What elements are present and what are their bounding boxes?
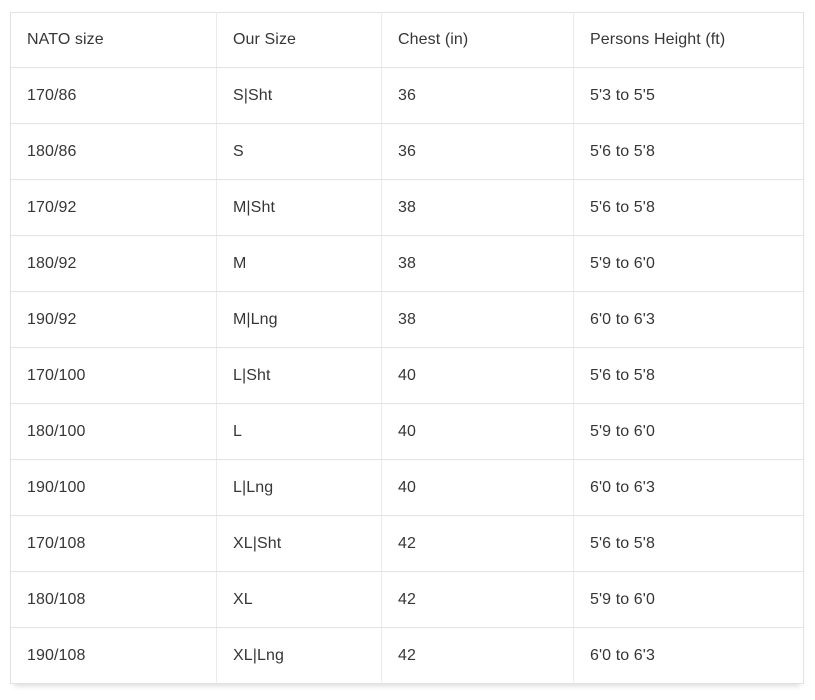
cell-nato-size: 170/108 xyxy=(10,515,217,572)
table-row: 170/108 XL|Sht 42 5'6 to 5'8 xyxy=(10,515,804,572)
table-row: 170/100 L|Sht 40 5'6 to 5'8 xyxy=(10,347,804,404)
cell-chest: 42 xyxy=(381,515,574,572)
table-row: 180/108 XL 42 5'9 to 6'0 xyxy=(10,571,804,628)
cell-our-size: L xyxy=(216,403,382,460)
cell-persons-height: 6'0 to 6'3 xyxy=(573,291,804,348)
cell-our-size: M|Sht xyxy=(216,179,382,236)
cell-persons-height: 5'9 to 6'0 xyxy=(573,403,804,460)
cell-chest: 42 xyxy=(381,571,574,628)
cell-persons-height: 5'3 to 5'5 xyxy=(573,67,804,124)
cell-chest: 38 xyxy=(381,179,574,236)
cell-our-size: XL|Lng xyxy=(216,627,382,684)
cell-persons-height: 6'0 to 6'3 xyxy=(573,627,804,684)
cell-nato-size: 180/100 xyxy=(10,403,217,460)
cell-chest: 40 xyxy=(381,403,574,460)
table-row: 190/100 L|Lng 40 6'0 to 6'3 xyxy=(10,459,804,516)
table-body: 170/86 S|Sht 36 5'3 to 5'5 180/86 S 36 5… xyxy=(10,67,804,684)
cell-nato-size: 180/92 xyxy=(10,235,217,292)
header-cell-persons-height: Persons Height (ft) xyxy=(573,12,804,68)
table-row: 170/92 M|Sht 38 5'6 to 5'8 xyxy=(10,179,804,236)
cell-persons-height: 6'0 to 6'3 xyxy=(573,459,804,516)
cell-chest: 40 xyxy=(381,459,574,516)
table-row: 170/86 S|Sht 36 5'3 to 5'5 xyxy=(10,67,804,124)
cell-chest: 40 xyxy=(381,347,574,404)
cell-chest: 38 xyxy=(381,235,574,292)
table-row: 190/92 M|Lng 38 6'0 to 6'3 xyxy=(10,291,804,348)
header-cell-chest: Chest (in) xyxy=(381,12,574,68)
cell-nato-size: 170/100 xyxy=(10,347,217,404)
cell-nato-size: 180/86 xyxy=(10,123,217,180)
cell-our-size: S xyxy=(216,123,382,180)
cell-chest: 36 xyxy=(381,67,574,124)
header-cell-nato-size: NATO size xyxy=(10,12,217,68)
cell-persons-height: 5'6 to 5'8 xyxy=(573,515,804,572)
table-row: 180/86 S 36 5'6 to 5'8 xyxy=(10,123,804,180)
cell-our-size: M|Lng xyxy=(216,291,382,348)
cell-chest: 36 xyxy=(381,123,574,180)
sizing-chart-table: NATO size Our Size Chest (in) Persons He… xyxy=(10,12,804,684)
cell-our-size: L|Sht xyxy=(216,347,382,404)
cell-our-size: M xyxy=(216,235,382,292)
cell-persons-height: 5'6 to 5'8 xyxy=(573,179,804,236)
cell-chest: 38 xyxy=(381,291,574,348)
cell-nato-size: 180/108 xyxy=(10,571,217,628)
cell-nato-size: 190/92 xyxy=(10,291,217,348)
header-cell-our-size: Our Size xyxy=(216,12,382,68)
table-row: 180/92 M 38 5'9 to 6'0 xyxy=(10,235,804,292)
cell-our-size: XL|Sht xyxy=(216,515,382,572)
cell-nato-size: 190/108 xyxy=(10,627,217,684)
cell-persons-height: 5'6 to 5'8 xyxy=(573,347,804,404)
cell-our-size: S|Sht xyxy=(216,67,382,124)
cell-persons-height: 5'9 to 6'0 xyxy=(573,235,804,292)
cell-our-size: XL xyxy=(216,571,382,628)
cell-persons-height: 5'6 to 5'8 xyxy=(573,123,804,180)
cell-persons-height: 5'9 to 6'0 xyxy=(573,571,804,628)
cell-nato-size: 170/92 xyxy=(10,179,217,236)
table-row: 190/108 XL|Lng 42 6'0 to 6'3 xyxy=(10,627,804,684)
cell-nato-size: 190/100 xyxy=(10,459,217,516)
cell-chest: 42 xyxy=(381,627,574,684)
cell-nato-size: 170/86 xyxy=(10,67,217,124)
table-row: 180/100 L 40 5'9 to 6'0 xyxy=(10,403,804,460)
table-header: NATO size Our Size Chest (in) Persons He… xyxy=(10,12,804,68)
cell-our-size: L|Lng xyxy=(216,459,382,516)
header-row: NATO size Our Size Chest (in) Persons He… xyxy=(10,12,804,68)
